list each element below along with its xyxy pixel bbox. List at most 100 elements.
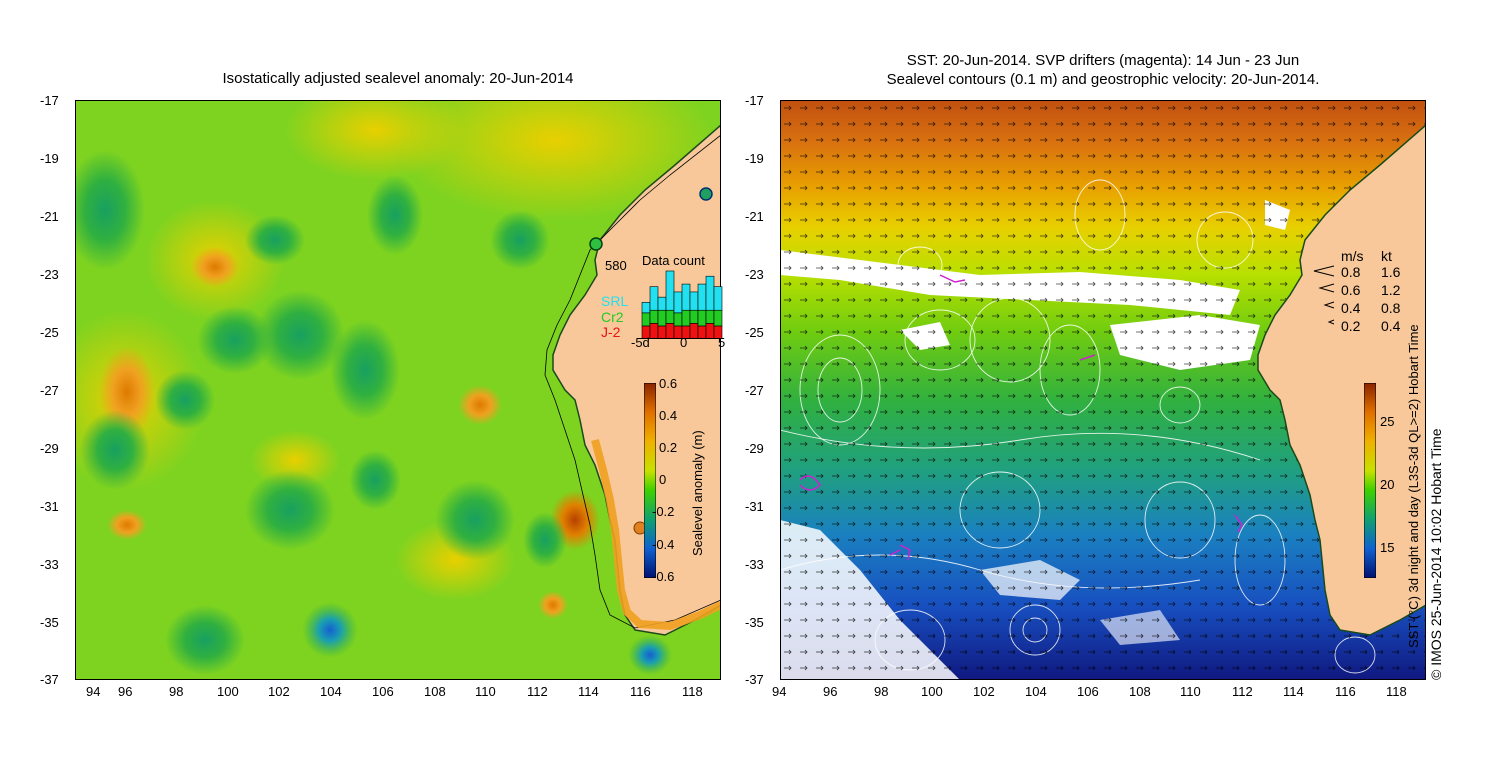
right-x-tick: 118 [1386,684,1407,699]
shelf-edge-contour [544,134,721,629]
histogram-bar-cr2 [705,309,715,324]
histogram-bar-j2 [689,323,699,339]
right-x-tick: 112 [1232,684,1253,699]
left-x-tick: 114 [578,684,599,699]
left-x-tick: 106 [372,684,394,699]
right-map-title-line1: SST: 20-Jun-2014. SVP drifters (magenta)… [906,52,1300,69]
speed-legend-ms: 0.4 [1341,300,1361,316]
right-y-tick: -23 [745,267,764,282]
sla-colorbar-tick: -0.6 [652,569,675,584]
right-y-tick: -19 [745,151,764,166]
histogram-bar-j2 [697,325,707,339]
right-y-tick: -29 [745,441,764,456]
histogram-bar-j2 [665,323,675,339]
left-y-tick: -29 [40,441,59,456]
histogram-bar-srl [665,270,675,311]
right-x-tick: 106 [1077,684,1099,699]
map-frame [75,100,721,680]
left-x-tick: 96 [118,684,133,699]
left-y-tick: -31 [40,499,59,514]
copyright-notice: © IMOS 25-Jun-2014 10:02 Hobart Time [1428,428,1444,680]
speed-legend-ms: 0.2 [1341,318,1361,334]
right-y-tick: -33 [745,557,764,572]
right-x-tick: 94 [772,684,787,699]
right-x-tick: 98 [874,684,889,699]
left-y-tick: -23 [40,267,59,282]
sla-colorbar-tick: 0 [659,472,667,487]
right-map-title-line2: Sealevel contours (0.1 m) and geostrophi… [886,71,1320,88]
right-y-tick: -25 [745,325,764,340]
left-y-tick: -33 [40,557,59,572]
left-x-tick: 118 [682,684,703,699]
histogram-bar-srl [681,283,691,311]
legend-srl: SRL [601,293,629,309]
right-x-tick: 116 [1335,684,1356,699]
histogram-bar-srl [705,275,715,311]
right-y-tick: -31 [745,499,764,514]
histogram-bar-cr2 [697,309,707,327]
speed-legend-header-kt: kt [1381,248,1392,264]
sla-colorbar-tick: 0.2 [659,440,678,455]
left-y-tick: -37 [40,672,59,687]
left-y-tick: -19 [40,151,59,166]
right-y-tick: -27 [745,383,764,398]
right-x-tick: 96 [823,684,838,699]
speed-legend-kt: 0.4 [1381,318,1401,334]
left-x-tick: 116 [630,684,651,699]
australia-land [553,125,721,635]
left-y-tick: -35 [40,615,59,630]
speed-legend-kt: 1.6 [1381,264,1401,280]
right-x-tick: 110 [1180,684,1201,699]
data-count-label: Data count [642,253,705,268]
histogram-bar-cr2 [657,309,667,327]
histogram-bar-cr2 [673,312,683,327]
speed-legend-header-ms: m/s [1341,248,1364,264]
sla-colorbar-tick: 0.4 [659,408,678,423]
sealevel-anomaly-map [75,100,721,680]
histogram-bar-cr2 [665,309,675,324]
histogram-bar-cr2 [713,309,723,327]
left-map-title: Isostatically adjusted sealevel anomaly:… [222,70,574,87]
histogram-bar-cr2 [641,312,651,327]
sst-colorbar-tick: 25 [1380,414,1395,429]
legend-cr2: Cr2 [601,309,624,325]
left-y-tick: -21 [40,209,59,224]
sst-colorbar-tick: 15 [1380,540,1395,555]
left-x-tick: 102 [268,684,290,699]
histogram-bar-srl [649,286,659,311]
sla-colorbar-label: Sealevel anomaly (m) [690,430,705,556]
left-y-tick: -27 [40,383,59,398]
histogram-bar-j2 [705,323,715,339]
right-y-tick: -37 [745,672,764,687]
histogram-bar-srl [713,286,723,311]
sla-colorbar-tick: -0.4 [652,537,675,552]
sst-colorbar-tick: 20 [1380,477,1395,492]
sla-colorbar [644,383,656,578]
left-x-tick: 104 [320,684,342,699]
speed-legend-ms: 0.6 [1341,282,1361,298]
histogram-bar-j2 [657,325,667,339]
map-frame [780,100,1426,680]
left-x-tick: 112 [527,684,548,699]
coastline [1257,124,1426,636]
right-x-tick: 100 [921,684,943,699]
tide-gauge-marker-north [589,237,603,251]
leeuwin-current-band [591,438,721,631]
sla-colorbar-tick: -0.2 [652,504,675,519]
tide-gauge-marker-east [699,187,713,201]
histogram-bar-cr2 [681,309,691,327]
legend-j2: J-2 [601,324,621,340]
right-y-tick: -17 [745,93,764,108]
histogram-bar-srl [673,291,683,314]
sla-anomaly-blobs [75,100,715,675]
svp-drifter-tracks [799,274,1243,561]
right-y-tick: -35 [745,615,764,630]
data-count-axis-tick: -5d [631,335,650,350]
speed-legend-kt: 1.2 [1381,282,1401,298]
right-y-tick: -21 [745,209,764,224]
australia-land [1258,125,1426,635]
histogram-bar-srl [657,296,667,311]
sst-map [780,100,1426,680]
left-y-tick: -17 [40,93,59,108]
speed-legend-kt: 0.8 [1381,300,1401,316]
